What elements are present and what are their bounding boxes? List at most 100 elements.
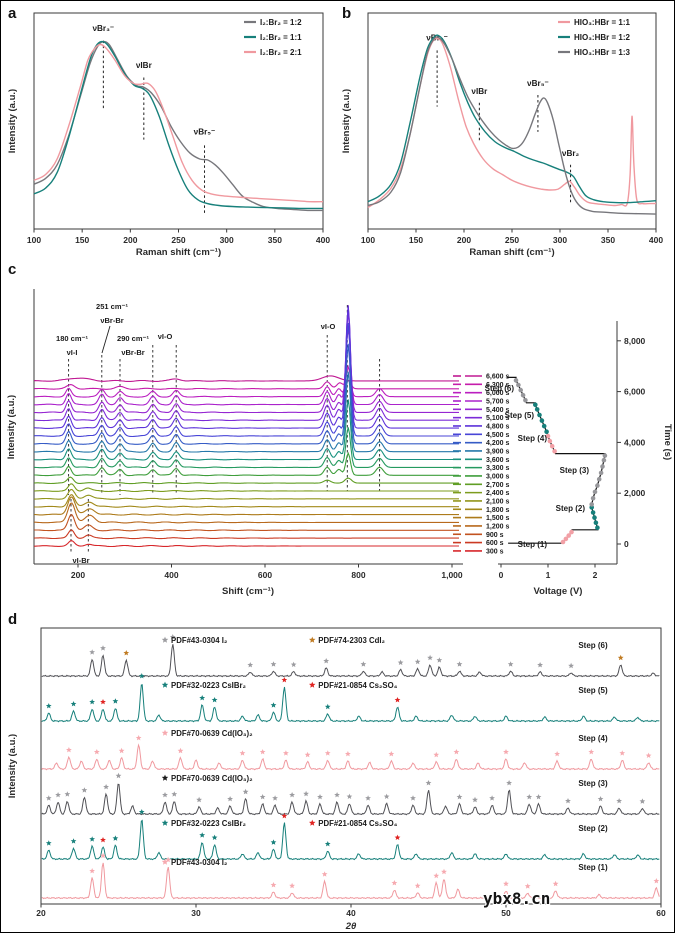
phase-star-marker bbox=[535, 794, 542, 800]
phase-star-marker bbox=[503, 749, 509, 755]
time-curve-1800s bbox=[34, 493, 459, 508]
peak-annotation: νBr-Br bbox=[100, 316, 123, 325]
y-axis-title: Intensity (a.u.) bbox=[7, 734, 18, 798]
legend-time-label: 900 s bbox=[486, 532, 504, 539]
step-data-point bbox=[595, 483, 600, 488]
annotation-star bbox=[161, 819, 169, 826]
phase-star-marker bbox=[552, 880, 559, 887]
phase-star-marker bbox=[270, 882, 277, 888]
phase-star-marker bbox=[239, 750, 246, 756]
legend-time-label: 600 s bbox=[486, 540, 504, 547]
spectrum-curve-0 bbox=[33, 40, 324, 212]
step-data-point bbox=[547, 438, 553, 444]
time-curve-2700s bbox=[34, 476, 459, 485]
phase-star-marker bbox=[281, 813, 288, 819]
legend-time-label: 6,600 s bbox=[486, 374, 509, 381]
phase-star-marker bbox=[345, 751, 351, 757]
phase-star-marker bbox=[427, 654, 433, 661]
xrd-trace-Step6 bbox=[41, 644, 660, 678]
x-axis-title: Raman shift (cm⁻¹) bbox=[469, 247, 554, 258]
y-axis-title: Intensity (a.u.) bbox=[7, 89, 18, 153]
phase-star-marker bbox=[433, 872, 440, 879]
peak-annotation: νIBr bbox=[136, 61, 153, 70]
peak-annotation: νBr₃⁻ bbox=[92, 24, 114, 33]
legend-time-label: 1,800 s bbox=[486, 507, 509, 514]
step-data-point bbox=[549, 443, 555, 449]
legend-time-label: 1,500 s bbox=[486, 515, 509, 522]
x-tick-label: 200 bbox=[71, 570, 85, 580]
pdf-reference-label: PDF#43-0304 I₂ bbox=[171, 858, 228, 867]
phase-star-marker bbox=[433, 751, 440, 758]
phase-star-marker bbox=[81, 787, 88, 793]
phase-star-marker bbox=[394, 697, 401, 703]
phase-star-marker bbox=[227, 796, 233, 802]
x-tick-label: 250 bbox=[505, 235, 519, 245]
time-curve-4800s bbox=[34, 306, 459, 430]
phase-star-marker bbox=[304, 751, 311, 758]
x-tick-label: 200 bbox=[123, 235, 137, 245]
pdf-reference-label: PDF#21-0854 Cs₂SO₄ bbox=[318, 819, 397, 828]
phase-star-marker bbox=[391, 880, 398, 886]
y-axis-title: Time (s) bbox=[662, 424, 673, 460]
step-data-point bbox=[552, 449, 557, 454]
phase-star-marker bbox=[64, 791, 71, 797]
phase-star-marker bbox=[645, 752, 652, 758]
time-curve-3000s bbox=[34, 451, 459, 477]
phase-star-marker bbox=[441, 868, 447, 875]
peak-annotation: 251 cm⁻¹ bbox=[96, 302, 128, 311]
spectrum-curve-2 bbox=[367, 36, 657, 215]
step-data-point bbox=[520, 392, 526, 398]
x-tick-label: 800 bbox=[351, 570, 365, 580]
y-tick-label: 2,000 bbox=[624, 488, 646, 498]
phase-star-marker bbox=[281, 677, 288, 683]
phase-star-marker bbox=[414, 658, 421, 665]
legend-time-label: 6,000 s bbox=[486, 390, 509, 397]
step-data-point bbox=[566, 533, 571, 538]
peak-annotation: νIBr bbox=[471, 87, 488, 96]
step-data-point bbox=[592, 515, 597, 520]
x-tick-label: 100 bbox=[361, 235, 375, 245]
legend-time-label: 6,300 s bbox=[486, 382, 509, 389]
step-data-point bbox=[539, 418, 545, 423]
legend-label: I₂:Br₂ = 1:2 bbox=[260, 18, 302, 27]
legend-time-label: 5,100 s bbox=[486, 415, 509, 422]
step-data-point bbox=[595, 525, 600, 530]
phase-star-marker bbox=[597, 796, 604, 802]
step-data-point bbox=[544, 429, 549, 434]
step-data-point bbox=[592, 489, 598, 495]
x-tick-label: 2 bbox=[593, 570, 598, 580]
phase-star-marker bbox=[489, 795, 495, 801]
spectrum-curve-2 bbox=[33, 43, 324, 203]
plot-box bbox=[367, 12, 657, 230]
time-curve-3600s bbox=[34, 399, 459, 461]
phase-star-marker bbox=[568, 662, 574, 669]
phase-star-marker bbox=[171, 791, 178, 797]
phase-star-marker bbox=[334, 792, 340, 798]
phase-star-marker bbox=[537, 662, 543, 668]
phase-star-marker bbox=[436, 657, 443, 663]
legend-time-label: 3,000 s bbox=[486, 473, 509, 480]
peak-annotation: νBr₂ bbox=[562, 149, 580, 158]
time-curve-900s bbox=[34, 514, 459, 532]
time-curve-3300s bbox=[34, 427, 459, 469]
x-tick-label: 150 bbox=[75, 235, 89, 245]
step-data-point bbox=[589, 502, 594, 507]
pdf-reference-label: PDF#43-0304 I₂ bbox=[171, 636, 228, 645]
phase-star-marker bbox=[289, 792, 295, 798]
phase-star-marker bbox=[118, 747, 125, 754]
phase-star-marker bbox=[323, 658, 330, 664]
x-tick-label: 1,000 bbox=[441, 570, 463, 580]
phase-star-marker bbox=[162, 792, 168, 798]
step-data-point bbox=[598, 470, 604, 476]
legend-time-label: 3,600 s bbox=[486, 457, 509, 464]
voltage-profile-line bbox=[507, 376, 606, 544]
phase-star-marker bbox=[45, 795, 52, 801]
x-tick-label: 40 bbox=[346, 908, 356, 918]
phase-star-marker bbox=[100, 852, 106, 859]
phase-star-marker bbox=[410, 795, 416, 801]
phase-star-marker bbox=[169, 634, 176, 640]
phase-star-marker bbox=[211, 834, 218, 840]
annotation-star bbox=[161, 858, 169, 865]
step-label: Step (1) bbox=[578, 863, 608, 872]
